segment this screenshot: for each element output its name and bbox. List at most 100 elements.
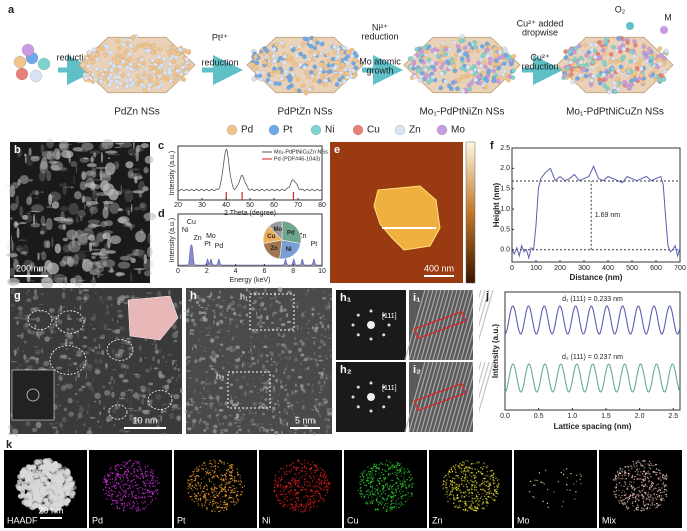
map-pixel — [145, 480, 147, 482]
atom — [344, 71, 350, 77]
atom — [305, 60, 311, 65]
speckle — [248, 351, 250, 353]
atom — [302, 36, 308, 42]
map-pixel — [67, 475, 73, 481]
speckle — [132, 190, 145, 194]
speckle — [97, 273, 100, 279]
map-pixel — [400, 488, 402, 490]
map-pixel — [208, 471, 211, 474]
x-tick-label: 4 — [234, 268, 238, 275]
map-pixel — [118, 465, 121, 467]
atom — [569, 67, 575, 73]
map-pixel — [125, 489, 127, 491]
map-pixel — [118, 476, 121, 479]
speckle — [200, 380, 206, 383]
map-pixel — [62, 466, 68, 472]
speckle — [117, 314, 124, 319]
speckle — [305, 355, 310, 359]
map-pixel — [458, 467, 461, 469]
atom — [451, 40, 457, 45]
map-pixel — [321, 469, 323, 471]
atom — [308, 49, 314, 55]
speckle — [299, 362, 303, 365]
map-pixel — [370, 475, 373, 477]
atom — [267, 51, 273, 57]
speckle — [115, 336, 119, 340]
map-pixel — [308, 484, 311, 486]
speckle — [75, 375, 77, 383]
atom — [350, 68, 356, 74]
map-pixel — [155, 489, 157, 492]
map-pixel — [289, 486, 291, 488]
map-pixel — [301, 470, 303, 472]
speckle — [263, 345, 268, 349]
map-pixel — [290, 468, 292, 471]
speckle — [208, 325, 211, 330]
speckle — [187, 307, 190, 311]
speckle — [156, 424, 161, 428]
map-pixel — [212, 469, 214, 472]
legend-dot — [394, 124, 406, 136]
lattice-fringe — [404, 361, 426, 433]
map-pixel — [402, 468, 405, 471]
map-pixel — [214, 460, 216, 462]
x-tick-label: 50 — [246, 202, 254, 209]
map-pixel — [42, 506, 48, 512]
atom — [610, 66, 615, 72]
atom — [254, 60, 260, 66]
speckle — [173, 302, 178, 308]
map-pixel — [397, 487, 399, 489]
map-pixel — [240, 481, 243, 484]
map-pixel — [220, 483, 223, 485]
map-pixel — [137, 506, 140, 508]
speckle — [110, 376, 113, 381]
speckle — [154, 339, 156, 343]
map-pixel — [150, 469, 152, 471]
speckle — [62, 237, 69, 242]
speckle — [307, 331, 309, 335]
speckle — [49, 423, 55, 425]
speckle — [55, 427, 58, 432]
legend-dot — [310, 124, 322, 136]
speckle — [328, 412, 333, 416]
speckle — [294, 357, 299, 363]
atom — [83, 59, 89, 65]
speckle — [209, 414, 212, 419]
map-pixel — [369, 473, 371, 475]
speckle — [18, 222, 27, 224]
map-pixel — [286, 499, 289, 502]
speckle — [311, 326, 315, 330]
map-pixel — [126, 504, 128, 507]
map-pixel — [135, 510, 138, 512]
atom — [577, 49, 583, 55]
map-pixel — [295, 491, 298, 494]
map-pixel — [300, 510, 302, 513]
map-pixel — [373, 493, 375, 496]
map-pixel — [124, 463, 127, 466]
map-pixel — [297, 499, 300, 502]
speckle — [128, 407, 130, 410]
speckle — [124, 190, 134, 203]
map-pixel — [150, 495, 152, 498]
lattice-fringe — [428, 289, 450, 361]
atom — [319, 41, 325, 47]
speckle — [81, 171, 87, 181]
speckle — [171, 361, 174, 367]
map-pixel — [309, 495, 311, 498]
speckle — [62, 223, 66, 231]
speckle — [205, 426, 210, 431]
speckle — [69, 246, 78, 248]
atom — [501, 61, 507, 66]
speckle — [272, 297, 275, 299]
speckle — [329, 411, 331, 414]
map-pixel — [369, 493, 372, 495]
speckle — [214, 377, 216, 383]
speckle — [77, 209, 86, 218]
map-pixel — [290, 497, 292, 500]
map-pixel — [120, 499, 122, 501]
speckle — [168, 401, 173, 406]
map-pixel — [148, 485, 151, 487]
map-pixel — [153, 479, 155, 481]
speckle — [317, 402, 322, 406]
map-pixel — [391, 496, 393, 498]
